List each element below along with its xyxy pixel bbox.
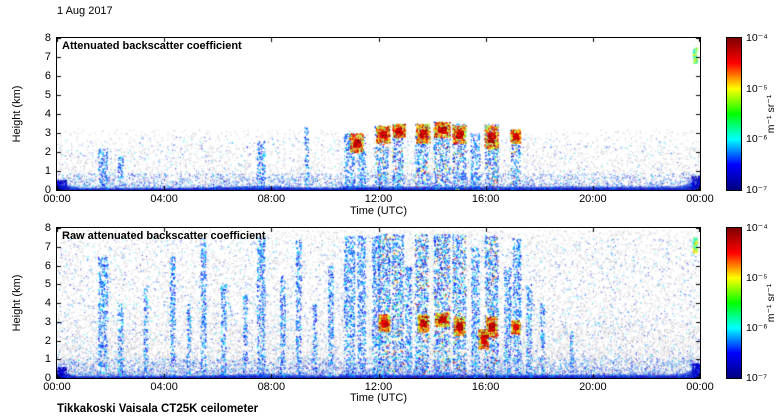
x-tick-label: 04:00	[150, 193, 178, 205]
y-axis-label-raw: Height (km)	[11, 274, 23, 332]
y-tick-label: 6	[44, 70, 51, 82]
colorbar-tick-label: 10⁻⁷	[746, 184, 768, 196]
x-tick-label: 16:00	[471, 381, 500, 393]
x-axis-label-attenuated: Time (UTC)	[349, 205, 408, 217]
y-tick-label: 6	[44, 259, 51, 272]
y-tick-label: 5	[44, 89, 51, 101]
colorbar-attenuated	[726, 37, 742, 191]
colorbar-tick-label: 10⁻⁵	[746, 82, 768, 95]
x-tick-label: 00:00	[43, 193, 71, 205]
panel-title-raw: Raw attenuated backscatter coefficient	[62, 230, 266, 242]
x-tick-label: 20:00	[579, 381, 607, 393]
y-tick-label: 4	[44, 297, 51, 309]
colorbar-tick-label: 10⁻⁶	[746, 322, 768, 334]
colorbar-tick-label: 10⁻⁶	[746, 133, 768, 146]
instrument-caption: Tikkakoski Vaisala CT25K ceilometer	[57, 403, 259, 415]
y-tick-label: 5	[44, 278, 51, 291]
colorbar-unit-label-attenuated: m⁻¹ sr⁻¹	[765, 94, 777, 134]
colorbar-tick-label: 10⁻⁷	[746, 372, 768, 384]
colorbar-tick-label: 10⁻⁴	[746, 32, 768, 44]
y-tick-label: 8	[44, 222, 51, 234]
x-tick-label: 12:00	[364, 381, 393, 393]
attenuated-backscatter-plot	[56, 37, 701, 191]
y-tick-label: 7	[44, 240, 51, 253]
x-tick-label: 20:00	[579, 193, 607, 205]
y-tick-label: 3	[44, 127, 51, 139]
x-tick-label: 00:00	[43, 381, 71, 393]
colorbar-unit-label-raw: m⁻¹ sr⁻¹	[765, 283, 777, 323]
y-tick-label: 1	[44, 353, 51, 366]
y-tick-label: 2	[44, 146, 51, 158]
panel-title-attenuated: Attenuated backscatter coefficient	[62, 40, 242, 52]
x-tick-label: 16:00	[471, 193, 500, 205]
date-label: 1 Aug 2017	[57, 5, 113, 17]
y-tick-label: 0	[44, 184, 51, 196]
x-tick-label: 04:00	[150, 381, 178, 393]
raw-attenuated-backscatter-plot	[56, 227, 701, 379]
y-tick-label: 3	[44, 315, 51, 328]
x-tick-label: 00:00	[686, 193, 714, 205]
y-tick-label: 7	[44, 51, 51, 63]
x-tick-label: 08:00	[257, 193, 286, 205]
colorbar-raw	[726, 227, 742, 379]
x-tick-label: 00:00	[686, 381, 714, 393]
y-tick-label: 4	[44, 108, 51, 120]
x-tick-label: 08:00	[257, 381, 286, 393]
y-tick-label: 2	[44, 334, 51, 347]
colorbar-tick-label: 10⁻⁵	[746, 272, 768, 284]
y-tick-label: 1	[44, 165, 51, 177]
y-axis-label-attenuated: Height (km)	[11, 85, 23, 143]
colorbar-tick-label: 10⁻⁴	[746, 222, 768, 234]
y-tick-label: 0	[44, 372, 51, 384]
x-axis-label-raw: Time (UTC)	[349, 392, 408, 404]
x-tick-label: 12:00	[364, 193, 393, 205]
y-tick-label: 8	[44, 32, 51, 44]
